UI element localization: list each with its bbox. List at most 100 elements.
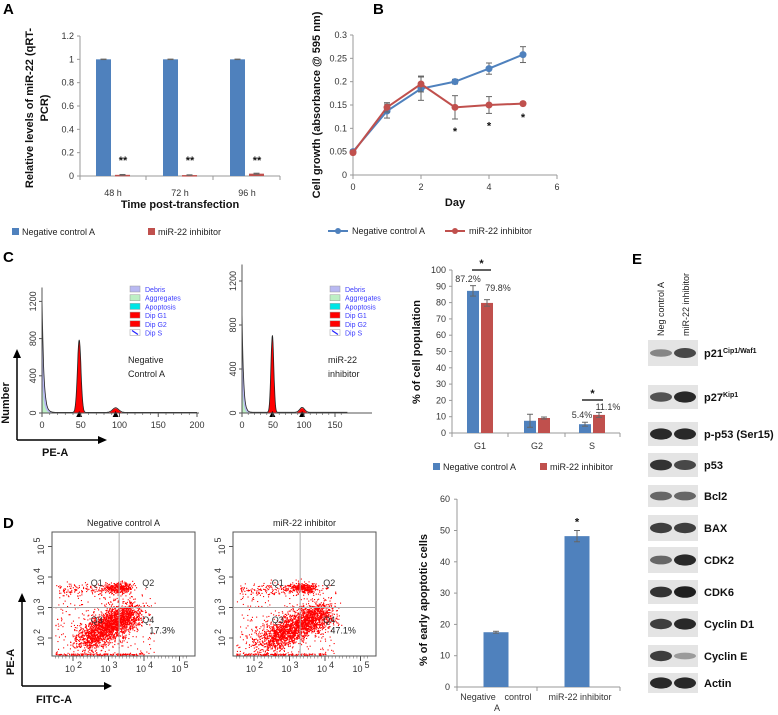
data-point [109, 633, 111, 635]
data-point [89, 618, 91, 620]
data-point [126, 624, 128, 626]
data-point [112, 616, 114, 618]
data-point [118, 613, 120, 615]
data-point [101, 631, 103, 633]
data-point [126, 619, 128, 621]
data-point [286, 625, 288, 627]
data-point [119, 583, 121, 585]
data-point [315, 621, 317, 623]
data-point [305, 603, 307, 605]
data-point [312, 623, 314, 625]
data-point [105, 632, 107, 634]
data-point [122, 631, 124, 633]
data-point [310, 612, 312, 614]
data-point [253, 645, 255, 647]
data-point [115, 614, 117, 616]
data-point [120, 616, 122, 618]
data-point [129, 593, 131, 595]
data-point [96, 627, 98, 629]
data-point [274, 648, 276, 650]
data-point [94, 638, 96, 640]
data-point [111, 585, 113, 587]
data-point [285, 627, 287, 629]
data-point [98, 635, 100, 637]
legend-swatch [329, 285, 341, 293]
data-point [125, 582, 127, 584]
data-point [112, 623, 114, 625]
data-point [335, 610, 337, 612]
data-point [107, 638, 109, 640]
data-point [322, 633, 324, 635]
data-point [69, 592, 71, 594]
x-axis-title: PE-A [42, 447, 68, 459]
data-point [266, 648, 268, 650]
data-point [142, 636, 144, 638]
data-point [107, 614, 109, 616]
data-point [71, 622, 73, 624]
data-point [274, 630, 276, 632]
y-axis-title: Relative levels of miR-22 (qRT- [24, 28, 36, 188]
legend-label: miR-22 inhibitor [550, 462, 613, 472]
data-point [140, 650, 142, 652]
data-point [94, 618, 96, 620]
data-point [57, 628, 59, 630]
data-point [120, 614, 122, 616]
data-point [138, 622, 140, 624]
data-point [109, 622, 111, 624]
data-point [325, 608, 327, 610]
data-point [332, 610, 334, 612]
data-point [84, 642, 86, 644]
data-point [88, 614, 90, 616]
data-point [112, 635, 114, 637]
data-point [89, 632, 91, 634]
data-point [106, 636, 108, 638]
data-point [93, 644, 95, 646]
data-point [84, 647, 86, 649]
data-point [136, 618, 138, 620]
data-point [312, 606, 314, 608]
x-tick-label: 4 [486, 182, 491, 192]
data-point [258, 636, 260, 638]
data-point [114, 626, 116, 628]
data-point [128, 631, 130, 633]
data-point [125, 585, 127, 587]
data-point [128, 614, 130, 616]
data-point [287, 636, 289, 638]
data-point [113, 583, 115, 585]
data-point [128, 585, 130, 587]
data-point [292, 646, 294, 648]
data-point [109, 632, 111, 634]
bar-inhibitor [182, 175, 197, 177]
data-point [313, 619, 315, 621]
data-point [87, 610, 89, 612]
y-tick-label: 1200 [28, 291, 38, 311]
data-point [102, 622, 104, 624]
data-point [108, 592, 110, 594]
data-point [113, 621, 115, 623]
data-point [131, 612, 133, 614]
data-point [92, 629, 94, 631]
data-point [123, 632, 125, 634]
data-point [87, 641, 89, 643]
data-point [324, 616, 326, 618]
data-point [60, 586, 62, 588]
data-point [280, 636, 282, 638]
data-point [61, 618, 63, 620]
data-point [113, 638, 115, 640]
data-point [292, 618, 294, 620]
data-point [63, 647, 65, 649]
dip-s-hatch [131, 330, 139, 335]
data-point [63, 595, 65, 597]
data-point [109, 636, 111, 638]
data-point [289, 643, 291, 645]
bar-inhibitor [249, 173, 264, 176]
data-point [273, 638, 275, 640]
data-point [101, 633, 103, 635]
data-point [105, 643, 107, 645]
data-point [122, 640, 124, 642]
data-point [106, 608, 108, 610]
data-point [84, 629, 86, 631]
y-axis-title: PCR) [39, 94, 51, 121]
data-point [148, 652, 150, 654]
data-point [112, 633, 114, 635]
